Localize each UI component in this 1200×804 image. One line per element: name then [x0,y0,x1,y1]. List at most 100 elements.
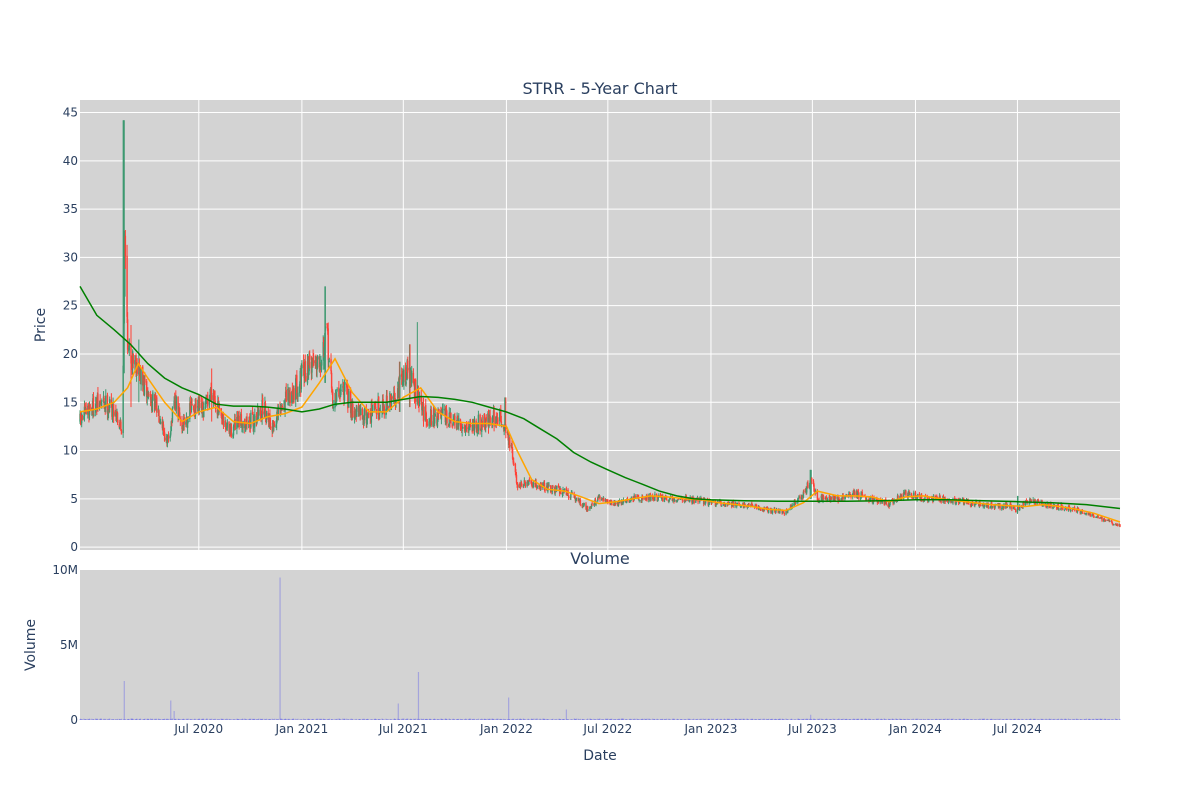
volume-bar-1009 [870,719,871,720]
candle-354 [356,405,357,417]
candle-384 [380,405,381,412]
volume-bar-134 [184,719,185,720]
volume-bar-194 [231,719,232,720]
volume-bar-989 [854,719,855,720]
volume-bar-884 [772,719,773,720]
candle-1264 [1070,509,1071,512]
volume-bar-1219 [1035,719,1036,720]
candle-1294 [1094,516,1095,517]
volume-bar-129 [180,719,181,720]
volume-bar-379 [376,719,377,720]
volume-bar-489 [462,719,463,720]
volume-bar-424 [411,719,412,720]
volume-y-tick-0: 0 [70,713,78,727]
candle-993 [858,489,859,493]
candle-619 [564,488,565,490]
volume-bar-579 [533,719,534,720]
volume-bar-24 [97,719,98,720]
volume-bar-694 [623,719,624,720]
candle-1164 [992,506,993,509]
candle-724 [646,494,647,502]
candle-204 [238,411,239,430]
candle-44 [113,404,114,423]
volume-bar-269 [290,719,291,720]
volume-bar-384 [380,719,381,720]
volume-bar-1254 [1062,719,1063,720]
volume-bar-1189 [1011,719,1012,720]
volume-bar-57 [124,681,125,720]
volume-bar-1314 [1109,719,1110,720]
volume-bar-349 [352,719,353,720]
candle-1114 [952,498,953,505]
candle-244 [270,418,271,430]
volume-bar-314 [325,719,326,720]
candle-9 [85,402,86,415]
volume-bar-394 [388,719,389,720]
candle-1319 [1113,524,1114,525]
volume-bar-289 [305,719,306,720]
volume-bar-869 [760,719,761,720]
volume-bar-274 [293,719,294,720]
volume-bar-1014 [874,719,875,720]
volume-bar-784 [694,719,695,720]
volume-bar-839 [737,719,738,720]
volume-bar-1204 [1023,719,1024,720]
volume-bar-1129 [964,719,965,720]
candle-464 [442,403,443,414]
volume-bar-406 [398,704,399,721]
volume-bar-229 [258,719,259,720]
candle-1194 [1015,509,1016,513]
volume-bar-904 [788,719,789,720]
volume-bar-484 [458,719,459,720]
candle-489 [462,424,463,429]
volume-bar-529 [493,719,494,720]
volume-bar-454 [435,719,436,720]
volume-bar-474 [450,719,451,720]
volume-bar-449 [431,719,432,720]
candle-569 [525,482,526,488]
volume-bar-1239 [1050,719,1051,720]
candle-54 [121,429,122,435]
price-y-axis-title: Price [33,308,49,342]
volume-bar-1114 [952,719,953,720]
candle-664 [599,495,600,501]
volume-bar-459 [439,719,440,720]
price-chart-title: STRR - 5-Year Chart [522,79,677,98]
volume-bar-239 [266,719,267,720]
volume-bar-120 [174,711,175,720]
volume-bar-179 [219,719,220,720]
volume-bar-974 [843,719,844,720]
candle-124 [176,395,177,413]
volume-bar-1289 [1090,719,1091,720]
price-y-tick-15: 15 [63,395,78,409]
volume-bar-54 [121,719,122,720]
candle-444 [427,419,428,427]
volume-bar-909 [792,719,793,720]
volume-bar-244 [270,719,271,720]
volume-bar-389 [384,719,385,720]
volume-bar-14 [89,719,90,720]
price-y-tick-10: 10 [63,444,78,458]
volume-bar-64 [129,719,130,720]
candle-1054 [905,490,906,497]
price-plot-area[interactable] [79,100,1120,550]
volume-bar-864 [756,719,757,720]
volume-bar-844 [741,719,742,720]
volume-bar-874 [764,719,765,720]
volume-bar-439 [423,719,424,720]
candle-1249 [1058,508,1059,511]
candle-309 [321,360,322,373]
volume-bar-104 [160,719,161,720]
volume-bar-284 [301,719,302,720]
volume-bar-594 [544,719,545,720]
volume-bar-1124 [960,719,961,720]
volume-bar-849 [745,719,746,720]
volume-bar-294 [309,719,310,720]
volume-bar-444 [427,719,428,720]
volume-plot-area[interactable] [79,570,1120,720]
volume-bar-184 [223,719,224,720]
volume-bar-9 [86,719,87,720]
volume-bar-434 [419,719,420,720]
